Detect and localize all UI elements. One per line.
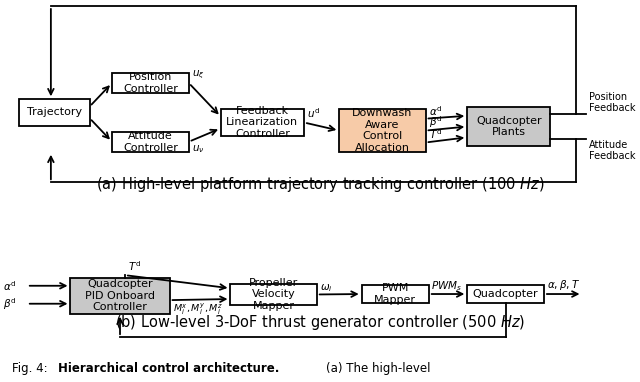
Text: $\alpha^\mathrm{d}$: $\alpha^\mathrm{d}$ [429,104,442,118]
Text: Attitude
Controller: Attitude Controller [123,131,178,152]
Text: $u_\nu$: $u_\nu$ [192,143,204,155]
Text: Fig. 4:: Fig. 4: [12,362,47,375]
Bar [221,109,304,136]
Bar [339,109,426,152]
Text: (b) Low-level 3-DoF thrust generator controller (500 $Hz$): (b) Low-level 3-DoF thrust generator con… [115,313,525,332]
Text: (a) The high-level: (a) The high-level [326,362,431,375]
Text: $u^\mathrm{d}$: $u^\mathrm{d}$ [307,107,320,120]
Bar [362,285,429,303]
Text: $M_i^x, M_i^y, M_i^z$: $M_i^x, M_i^y, M_i^z$ [173,301,223,317]
Text: Quadcopter
PID Onboard
Controller: Quadcopter PID Onboard Controller [85,279,155,312]
Text: Propeller
Velocity
Mapper: Propeller Velocity Mapper [249,278,298,311]
Text: Quadcopter: Quadcopter [473,289,538,299]
Text: Feedback
Linearization
Controller: Feedback Linearization Controller [227,106,298,139]
Text: $\alpha, \beta, T$: $\alpha, \beta, T$ [547,278,580,292]
Text: $T^\mathrm{d}$: $T^\mathrm{d}$ [429,128,442,141]
Bar [19,99,90,126]
Text: Attitude
Feedback: Attitude Feedback [589,140,636,162]
Text: Downwash
Aware
Control
Allocation: Downwash Aware Control Allocation [352,108,413,153]
Bar [467,285,544,303]
Text: PWM
Mapper: PWM Mapper [374,283,416,305]
Text: $\beta^\mathrm{d}$: $\beta^\mathrm{d}$ [429,114,442,129]
Bar [112,73,189,93]
Text: $u_\xi$: $u_\xi$ [192,69,205,81]
Text: Hierarchical control architecture.: Hierarchical control architecture. [58,362,279,375]
Text: Position
Feedback: Position Feedback [589,92,636,113]
Text: (a) High-level platform trajectory tracking controller (100 $Hz$): (a) High-level platform trajectory track… [95,175,545,194]
Text: $\alpha^\mathrm{d}$: $\alpha^\mathrm{d}$ [3,279,17,293]
Bar [230,284,317,305]
Text: Position
Controller: Position Controller [123,72,178,94]
Text: Quadcopter
Plants: Quadcopter Plants [476,116,541,138]
Bar [112,131,189,152]
Text: Trajectory: Trajectory [27,107,82,117]
Bar [467,107,550,146]
Text: $T^\mathrm{d}$: $T^\mathrm{d}$ [128,260,141,274]
Text: $\omega_i$: $\omega_i$ [320,282,333,294]
Text: $\beta^\mathrm{d}$: $\beta^\mathrm{d}$ [3,296,17,312]
Bar [70,278,170,314]
Text: $PWM_s$: $PWM_s$ [431,279,462,293]
